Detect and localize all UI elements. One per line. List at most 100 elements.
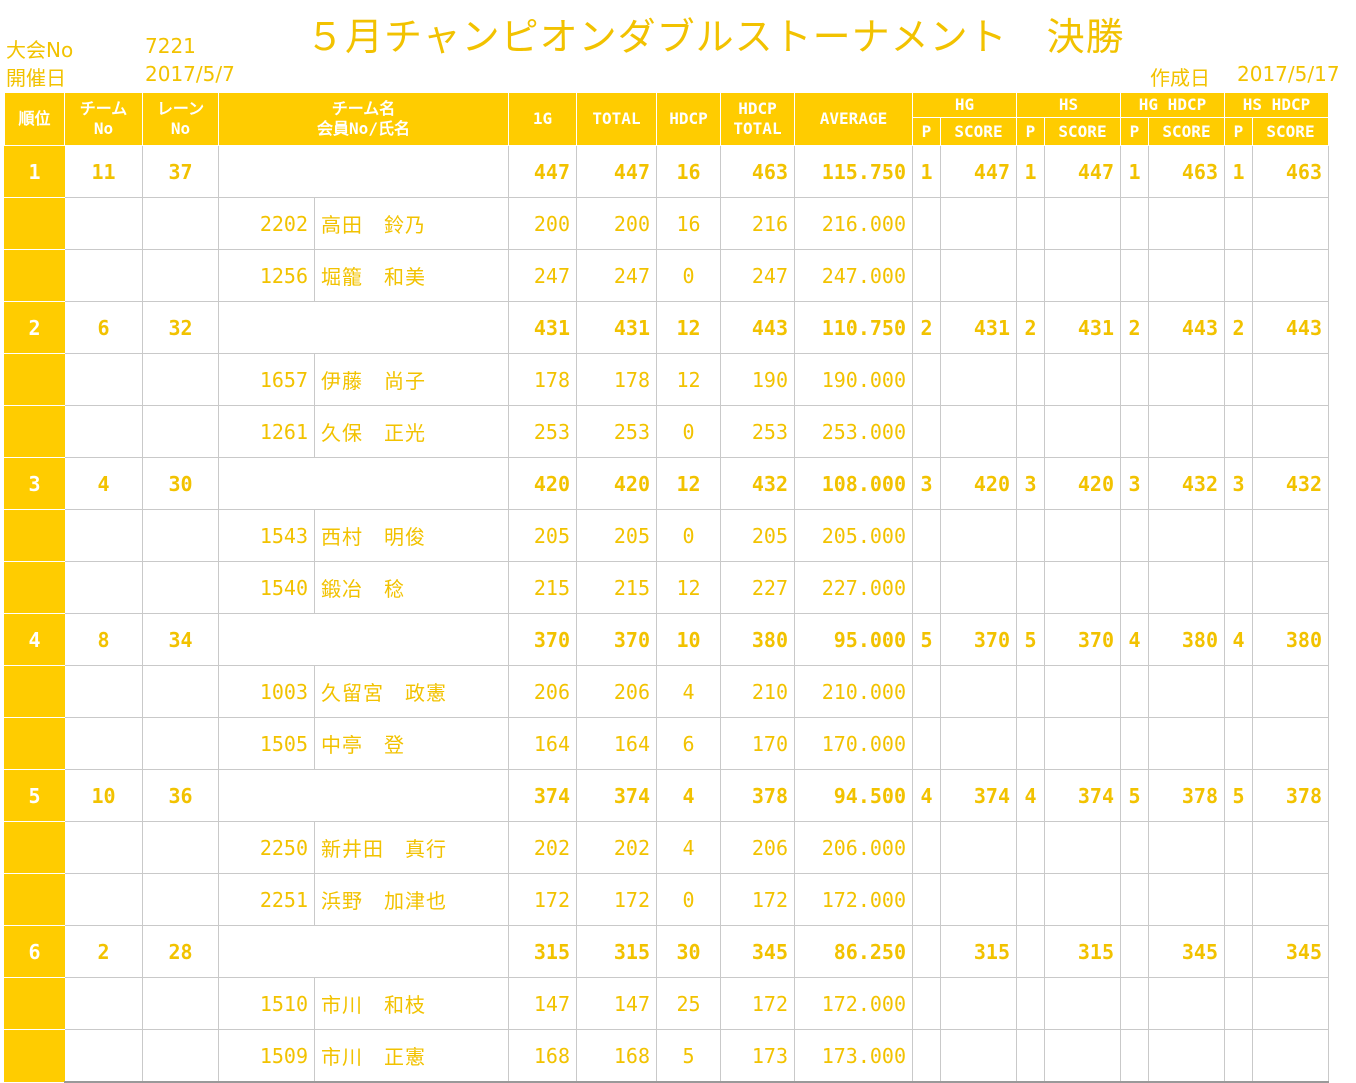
empty-cell <box>1148 665 1225 718</box>
rank-spacer <box>4 821 65 874</box>
hs-hdcp-score: 345 <box>1252 925 1329 978</box>
team-name <box>218 457 509 510</box>
member-hdcp: 0 <box>656 509 721 562</box>
member-1g: 253 <box>508 405 577 458</box>
member-total: 202 <box>576 821 657 874</box>
hg-hdcp-place: 2 <box>1120 301 1149 354</box>
member-1g: 205 <box>508 509 577 562</box>
team-name <box>218 613 509 666</box>
hg-place: 4 <box>912 769 941 822</box>
empty-cell <box>1224 405 1253 458</box>
member-no: 1543 <box>218 509 315 562</box>
empty-cell <box>1148 353 1225 406</box>
member-1g: 168 <box>508 1029 577 1083</box>
empty-cell <box>64 717 143 770</box>
empty-cell <box>940 873 1017 926</box>
rank-spacer <box>4 873 65 926</box>
col-hgh-p: P <box>1120 117 1149 146</box>
hg-score: 431 <box>940 301 1017 354</box>
member-row: 1540 鍛冶 稔 215 215 12 227 227.000 <box>4 561 1329 614</box>
hs-score: 315 <box>1044 925 1121 978</box>
member-average: 253.000 <box>794 405 913 458</box>
col-team-name: チーム名 会員No/氏名 <box>218 92 509 146</box>
hs-score: 374 <box>1044 769 1121 822</box>
hs-score: 420 <box>1044 457 1121 510</box>
empty-cell <box>1148 717 1225 770</box>
hs-hdcp-place: 1 <box>1224 145 1253 198</box>
empty-cell <box>142 717 219 770</box>
col-rank: 順位 <box>4 92 65 146</box>
member-hdcp-total: 210 <box>720 665 795 718</box>
empty-cell <box>940 509 1017 562</box>
team-total: 420 <box>576 457 657 510</box>
member-hdcp-total: 170 <box>720 717 795 770</box>
empty-cell <box>1016 249 1045 302</box>
member-name: 伊藤 尚子 <box>314 353 509 406</box>
rank-spacer <box>4 353 65 406</box>
event-date: 2017/5/7 <box>145 62 235 86</box>
member-name: 堀籠 和美 <box>314 249 509 302</box>
member-1g: 215 <box>508 561 577 614</box>
team-no: 10 <box>64 769 143 822</box>
rank-spacer <box>4 249 65 302</box>
empty-cell <box>1044 977 1121 1030</box>
team-name <box>218 769 509 822</box>
empty-cell <box>1044 353 1121 406</box>
team-name <box>218 925 509 978</box>
hg-place: 2 <box>912 301 941 354</box>
team-row: 6 2 28 315 315 30 345 86.250 315 315 345 345 <box>4 925 1329 978</box>
hs-score: 370 <box>1044 613 1121 666</box>
rank-spacer <box>4 977 65 1030</box>
member-name: 久留宮 政憲 <box>314 665 509 718</box>
team-row: 5 10 36 374 374 4 378 94.500 4 374 4 374 5 378 5 378 <box>4 769 1329 822</box>
hs-place: 1 <box>1016 145 1045 198</box>
member-name: 西村 明俊 <box>314 509 509 562</box>
results-body: 1 11 37 447 447 16 463 115.750 1 447 1 447 1 463 1 463 2… <box>4 145 1329 1083</box>
hg-hdcp-score: 345 <box>1148 925 1225 978</box>
member-row: 1261 久保 正光 253 253 0 253 253.000 <box>4 405 1329 458</box>
rank-spacer <box>4 665 65 718</box>
empty-cell <box>1148 509 1225 562</box>
hs-place <box>1016 925 1045 978</box>
empty-cell <box>1148 873 1225 926</box>
empty-cell <box>1016 977 1045 1030</box>
hg-hdcp-place: 4 <box>1120 613 1149 666</box>
hs-hdcp-score: 380 <box>1252 613 1329 666</box>
hg-hdcp-score: 463 <box>1148 145 1225 198</box>
empty-cell <box>1252 249 1329 302</box>
empty-cell <box>1016 353 1045 406</box>
team-rank: 4 <box>4 613 65 666</box>
empty-cell <box>1016 197 1045 250</box>
empty-cell <box>1224 509 1253 562</box>
empty-cell <box>64 405 143 458</box>
lane-no: 37 <box>142 145 219 198</box>
empty-cell <box>1120 821 1149 874</box>
empty-cell <box>940 977 1017 1030</box>
rank-spacer <box>4 1029 65 1083</box>
col-1g: 1G <box>508 92 577 146</box>
empty-cell <box>142 249 219 302</box>
empty-cell <box>1044 821 1121 874</box>
team-no: 11 <box>64 145 143 198</box>
hs-hdcp-place: 4 <box>1224 613 1253 666</box>
empty-cell <box>940 405 1017 458</box>
team-hdcp: 30 <box>656 925 721 978</box>
team-hdcp-total: 380 <box>720 613 795 666</box>
col-lane-no: レーン No <box>142 92 219 146</box>
hs-place: 2 <box>1016 301 1045 354</box>
empty-cell <box>1252 561 1329 614</box>
member-average: 172.000 <box>794 977 913 1030</box>
empty-cell <box>1148 1029 1225 1083</box>
team-rank: 5 <box>4 769 65 822</box>
hg-hdcp-place: 3 <box>1120 457 1149 510</box>
member-no: 1003 <box>218 665 315 718</box>
hg-hdcp-place: 5 <box>1120 769 1149 822</box>
empty-cell <box>912 717 941 770</box>
member-no: 1657 <box>218 353 315 406</box>
member-name: 浜野 加津也 <box>314 873 509 926</box>
member-row: 2251 浜野 加津也 172 172 0 172 172.000 <box>4 873 1329 926</box>
team-no: 8 <box>64 613 143 666</box>
member-average: 216.000 <box>794 197 913 250</box>
team-hdcp-total: 432 <box>720 457 795 510</box>
empty-cell <box>1224 717 1253 770</box>
